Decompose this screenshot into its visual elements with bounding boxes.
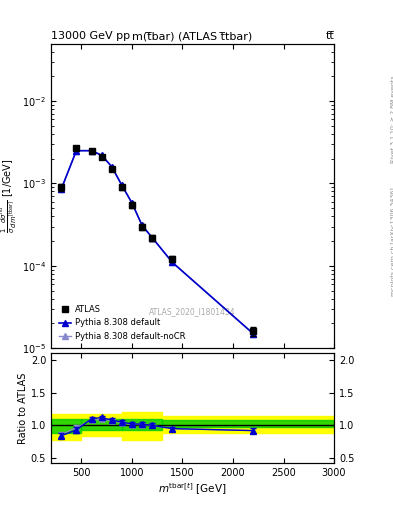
Legend: ATLAS, Pythia 8.308 default, Pythia 8.308 default-noCR: ATLAS, Pythia 8.308 default, Pythia 8.30… [55,302,189,344]
Text: mcplots.cern.ch [arXiv:1306.3436]: mcplots.cern.ch [arXiv:1306.3436] [391,187,393,296]
Y-axis label: $\frac{1}{\sigma}\frac{d\sigma^{\mathrm{fid}}}{d\,m^{[\mathrm{tbar}]}}$ [1/GeV]: $\frac{1}{\sigma}\frac{d\sigma^{\mathrm{… [0,159,19,233]
Text: ATLAS_2020_I1801434: ATLAS_2020_I1801434 [149,307,236,316]
Y-axis label: Ratio to ATLAS: Ratio to ATLAS [18,373,28,444]
Text: Rivet 3.1.10; ≥ 2.8M events: Rivet 3.1.10; ≥ 2.8M events [391,76,393,163]
Text: tt̅: tt̅ [325,31,334,41]
Text: 13000 GeV pp: 13000 GeV pp [51,31,130,41]
Title: m(t̅bar) (ATLAS t̅tbar): m(t̅bar) (ATLAS t̅tbar) [132,31,253,41]
X-axis label: $m^{\mathrm{tbar}[t]}$ [GeV]: $m^{\mathrm{tbar}[t]}$ [GeV] [158,481,227,497]
